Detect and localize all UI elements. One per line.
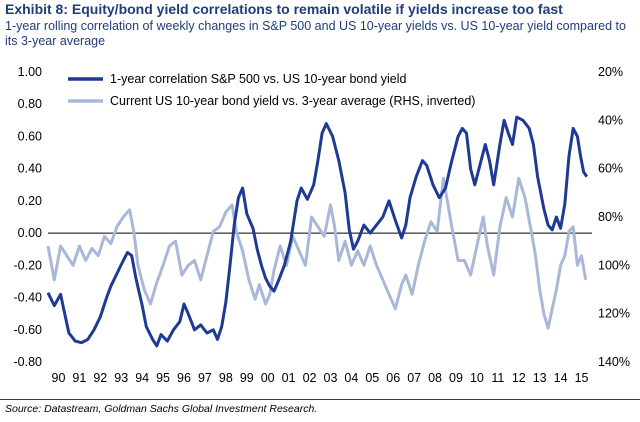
left-tick-label: -0.20 [14,258,43,272]
right-tick-label: 40% [598,113,623,127]
x-tick-label: 02 [303,371,317,385]
x-tick-label: 98 [219,371,233,385]
x-tick-label: 08 [428,371,442,385]
x-tick-label: 03 [324,371,338,385]
x-tick-label: 90 [52,371,66,385]
x-tick-label: 15 [575,371,589,385]
series-line-correlation [46,115,589,348]
right-tick-label: 140% [598,355,630,369]
left-tick-label: 0.00 [18,226,42,240]
x-tick-label: 92 [93,371,107,385]
left-tick-label: 1.00 [18,65,42,79]
footer-rule [0,399,640,400]
x-tick-label: 09 [449,371,463,385]
source-note: Source: Datastream, Goldman Sachs Global… [5,403,318,415]
left-tick-label: 0.20 [18,194,42,208]
right-tick-label: 20% [598,65,623,79]
legend-label-correlation: 1-year correlation S&P 500 vs. US 10-yea… [110,72,407,86]
x-tick-label: 93 [114,371,128,385]
x-tick-label: 99 [240,371,254,385]
x-tick-label: 94 [135,371,149,385]
x-tick-label: 04 [344,371,358,385]
x-tick-label: 14 [554,371,568,385]
x-tick-label: 10 [470,371,484,385]
x-tick-label: 97 [198,371,212,385]
right-tick-label: 80% [598,210,623,224]
left-tick-label: 0.40 [18,162,42,176]
x-tick-label: 07 [407,371,421,385]
left-tick-label: 0.80 [18,97,42,111]
x-tick-label: 00 [261,371,275,385]
right-tick-label: 120% [598,307,630,321]
x-tick-label: 95 [156,371,170,385]
left-axis-ticks: 1.00 0.80 0.60 0.40 0.20 0.00 -0.20 -0.40 -0.60 -… [14,65,43,369]
x-tick-label: 12 [512,371,526,385]
left-tick-label: -0.80 [14,355,43,369]
x-tick-label: 96 [177,371,191,385]
right-axis-ticks: 20% 40% 60% 80% 100% 120% 140% [598,65,630,369]
left-tick-label: 0.60 [18,129,42,143]
x-tick-label: 91 [72,371,86,385]
right-tick-label: 100% [598,258,630,272]
x-tick-label: 05 [365,371,379,385]
legend-label-bond-yield-ratio: Current US 10-year bond yield vs. 3-year… [110,94,475,108]
x-tick-label: 01 [282,371,296,385]
legend: 1-year correlation S&P 500 vs. US 10-yea… [68,72,475,108]
series-bond-yield-ratio [46,176,588,330]
x-tick-label: 06 [386,371,400,385]
chart-title: Exhibit 8: Equity/bond yield correlation… [5,1,563,17]
right-tick-label: 60% [598,162,623,176]
chart-subtitle: 1-year rolling correlation of weekly cha… [5,19,626,48]
x-tick-label: 11 [491,371,504,385]
series-line-bond-yield-ratio [46,176,588,330]
x-axis-ticks: 90 91 92 93 94 95 96 97 98 99 00 01 02 03 04 05 06 07 08 09… [52,371,589,385]
left-tick-label: -0.60 [14,323,43,337]
series-correlation [46,115,589,348]
left-tick-label: -0.40 [14,291,43,305]
x-tick-label: 13 [533,371,547,385]
